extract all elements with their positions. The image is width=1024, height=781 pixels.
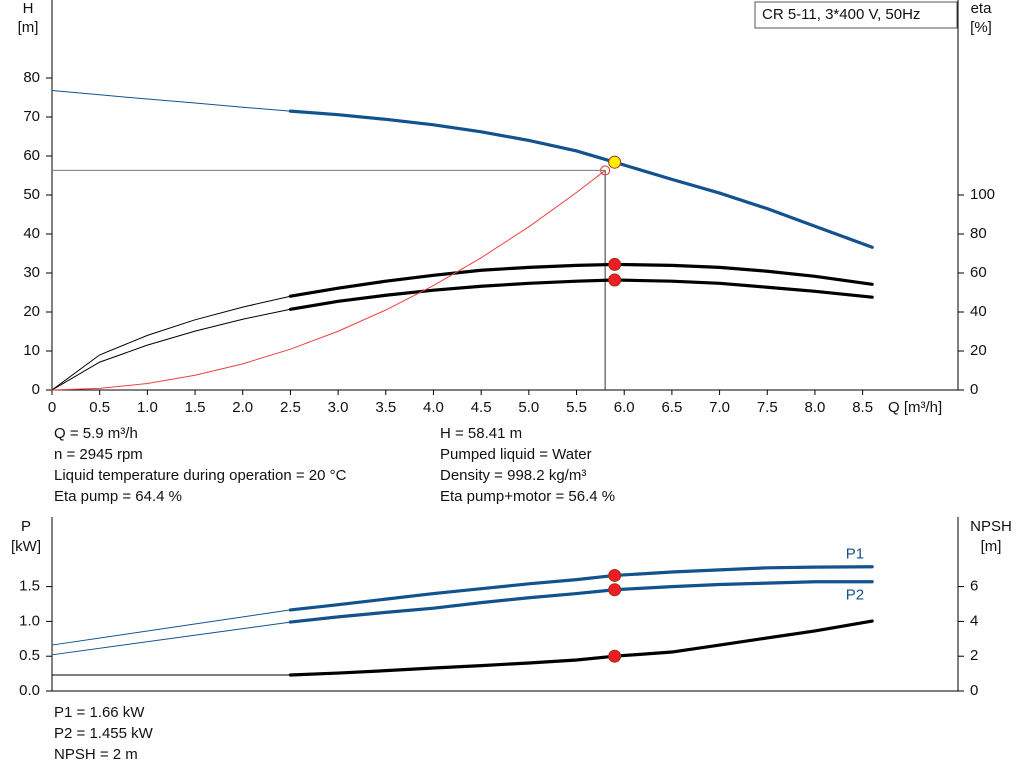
y2-axis-unit: [%] — [970, 19, 992, 36]
curve — [288, 278, 874, 311]
y-tick-label: 30 — [23, 264, 40, 281]
x-tick-label: 3.5 — [375, 399, 396, 416]
y-axis-label: P — [21, 518, 31, 535]
x-tick-label: 2.5 — [280, 399, 301, 416]
info-text: P2 = 1.455 kW — [54, 725, 154, 742]
y2-tick-label: 60 — [970, 264, 987, 281]
y2-tick-label: 20 — [970, 342, 987, 359]
system-curve — [51, 169, 606, 391]
x-tick-label: 0.5 — [89, 399, 110, 416]
y-axis-unit: [kW] — [11, 538, 41, 555]
x-tick-label: 8.0 — [805, 399, 826, 416]
title: CR 5-11, 3*400 V, 50Hz — [762, 6, 920, 23]
curve — [288, 262, 874, 298]
x-tick-label: 5.5 — [566, 399, 587, 416]
x-tick-label: 7.5 — [757, 399, 778, 416]
y-tick-label: 0.5 — [19, 647, 40, 664]
info-text: Pumped liquid = Water — [440, 446, 592, 463]
y2-axis-label: eta — [971, 0, 993, 17]
curve-extrapolated — [51, 89, 291, 112]
curve-extrapolated — [51, 295, 291, 391]
info-text: Q = 5.9 m³/h — [54, 425, 138, 442]
series-label: P2 — [846, 587, 864, 604]
curve — [288, 565, 874, 612]
y2-tick-label: 0 — [970, 381, 978, 398]
y2-tick-label: 0 — [970, 682, 978, 699]
info-text: Liquid temperature during operation = 20… — [54, 467, 347, 484]
info-text: Eta pump = 64.4 % — [54, 488, 182, 505]
curve-extrapolated — [51, 308, 291, 391]
y-tick-label: 50 — [23, 186, 40, 203]
y-axis-label: H — [23, 0, 34, 17]
x-tick-label: 2.0 — [232, 399, 253, 416]
title-box — [754, 1, 958, 29]
info-text: Density = 998.2 kg/m³ — [440, 467, 586, 484]
x-tick-label: 6.5 — [661, 399, 682, 416]
info-text: H = 58.41 m — [440, 425, 522, 442]
y2-tick-label: 4 — [970, 612, 978, 629]
series-label: P1 — [846, 546, 864, 563]
y-tick-label: 70 — [23, 108, 40, 125]
curve-extrapolated — [51, 609, 291, 646]
operating-point — [608, 649, 622, 663]
x-axis-label: Q [m³/h] — [888, 399, 942, 416]
y-tick-label: 0.0 — [19, 682, 40, 699]
y-tick-label: 10 — [23, 342, 40, 359]
y-tick-label: 0 — [32, 381, 40, 398]
y-tick-label: 40 — [23, 225, 40, 242]
operating-point — [608, 273, 622, 287]
info-text: P1 = 1.66 kW — [54, 704, 145, 721]
y-tick-label: 80 — [23, 69, 40, 86]
x-tick-label: 8.5 — [852, 399, 873, 416]
operating-point — [608, 583, 622, 597]
x-tick-label: 3.0 — [328, 399, 349, 416]
x-tick-label: 5.0 — [518, 399, 539, 416]
y-tick-label: 1.0 — [19, 612, 40, 629]
info-text: n = 2945 rpm — [54, 446, 143, 463]
x-tick-label: 6.0 — [614, 399, 635, 416]
y-axis-unit: [m] — [18, 19, 39, 36]
y2-axis-unit: [m] — [981, 538, 1002, 555]
operating-point — [608, 568, 622, 582]
curve — [288, 619, 874, 677]
x-tick-label: 0 — [48, 399, 56, 416]
y2-tick-label: 2 — [970, 647, 978, 664]
x-tick-label: 4.5 — [471, 399, 492, 416]
x-tick-label: 4.0 — [423, 399, 444, 416]
x-tick-label: 1.0 — [137, 399, 158, 416]
curve-extrapolated — [51, 621, 291, 656]
operating-point — [608, 155, 622, 169]
y-tick-label: 60 — [23, 147, 40, 164]
y2-tick-label: 40 — [970, 303, 987, 320]
info-text: NPSH = 2 m — [54, 746, 138, 763]
y2-axis-label: NPSH — [970, 518, 1012, 535]
operating-point — [608, 257, 622, 271]
duty-point — [600, 165, 611, 176]
curve — [288, 580, 874, 624]
x-tick-label: 7.0 — [709, 399, 730, 416]
curve — [288, 109, 874, 249]
info-text: Eta pump+motor = 56.4 % — [440, 488, 615, 505]
y-tick-label: 1.5 — [19, 578, 40, 595]
y2-tick-label: 100 — [970, 186, 995, 203]
y2-tick-label: 6 — [970, 578, 978, 595]
y2-tick-label: 80 — [970, 225, 987, 242]
x-tick-label: 1.5 — [185, 399, 206, 416]
y-tick-label: 20 — [23, 303, 40, 320]
